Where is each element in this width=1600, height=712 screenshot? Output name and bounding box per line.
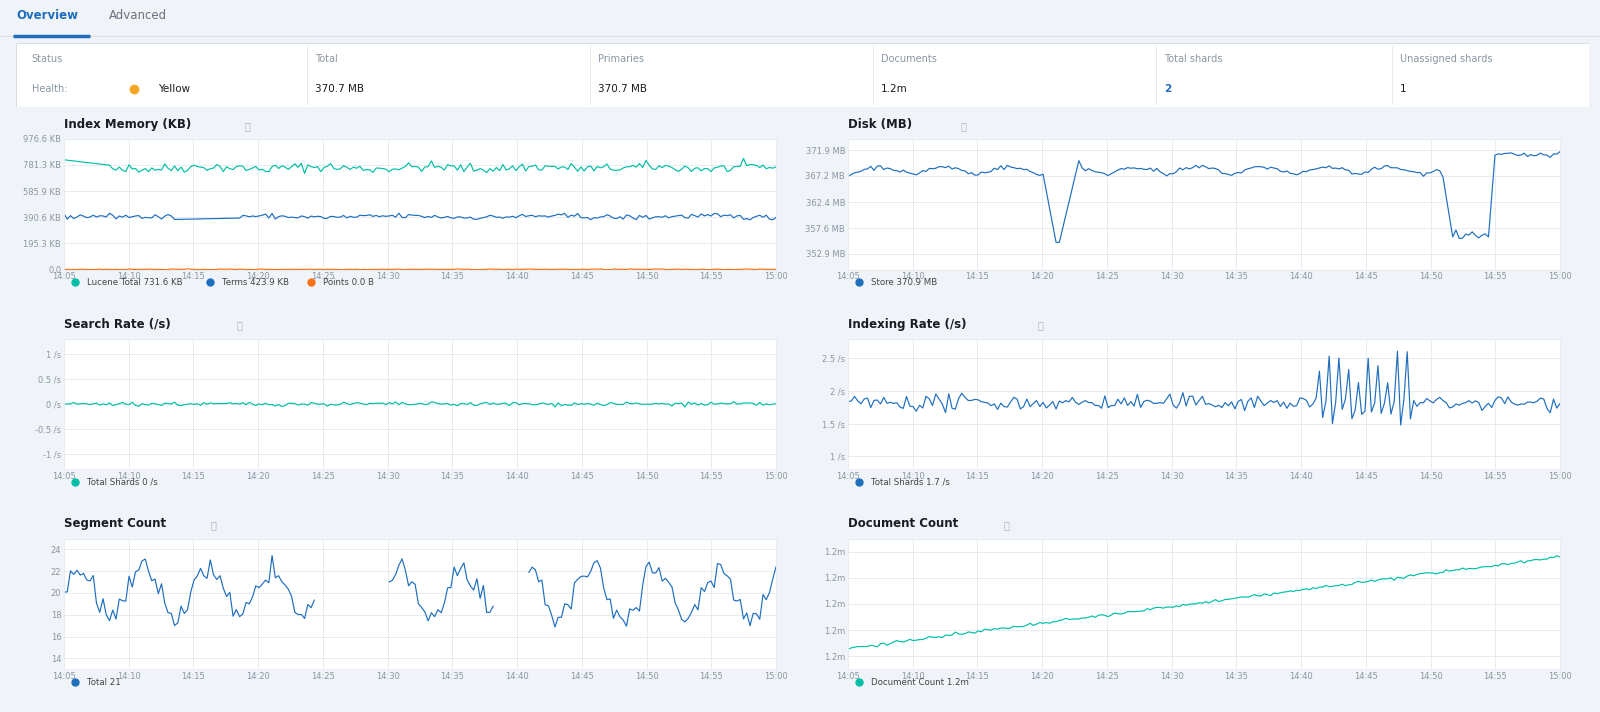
Text: ⓘ: ⓘ <box>1037 320 1043 330</box>
Text: Total: Total <box>315 54 338 64</box>
Text: Lucene Total 731.6 KB: Lucene Total 731.6 KB <box>86 278 182 287</box>
Text: Documents: Documents <box>882 54 938 64</box>
FancyBboxPatch shape <box>16 43 1589 107</box>
Text: Index Memory (KB): Index Memory (KB) <box>64 117 192 131</box>
Text: Overview: Overview <box>16 9 78 22</box>
Text: Total Shards 0 /s: Total Shards 0 /s <box>86 478 157 487</box>
Text: Total Shards 1.7 /s: Total Shards 1.7 /s <box>870 478 950 487</box>
Text: 370.7 MB: 370.7 MB <box>598 84 646 94</box>
Text: Disk (MB): Disk (MB) <box>848 117 912 131</box>
Text: Advanced: Advanced <box>109 9 166 22</box>
Text: ⓘ: ⓘ <box>1003 520 1010 530</box>
Text: Store 370.9 MB: Store 370.9 MB <box>870 278 938 287</box>
Text: 1: 1 <box>1400 84 1406 94</box>
Text: Total shards: Total shards <box>1165 54 1222 64</box>
Text: ⓘ: ⓘ <box>211 520 216 530</box>
Text: ⓘ: ⓘ <box>245 121 251 131</box>
Text: Document Count: Document Count <box>848 518 958 530</box>
Text: Status: Status <box>32 54 62 64</box>
Text: 2: 2 <box>1165 84 1171 94</box>
Text: Document Count 1.2m: Document Count 1.2m <box>870 678 968 686</box>
Text: Terms 423.9 KB: Terms 423.9 KB <box>222 278 290 287</box>
Text: Total 21: Total 21 <box>86 678 120 686</box>
Text: Health:: Health: <box>32 84 70 94</box>
Text: ⓘ: ⓘ <box>237 320 242 330</box>
Text: Segment Count: Segment Count <box>64 518 166 530</box>
Text: Primaries: Primaries <box>598 54 643 64</box>
Text: Search Rate (/s): Search Rate (/s) <box>64 318 171 330</box>
Text: Unassigned shards: Unassigned shards <box>1400 54 1493 64</box>
Text: 1.2m: 1.2m <box>882 84 907 94</box>
Text: Indexing Rate (/s): Indexing Rate (/s) <box>848 318 966 330</box>
Text: Yellow: Yellow <box>157 84 190 94</box>
Text: ⓘ: ⓘ <box>960 121 966 131</box>
Text: Points 0.0 B: Points 0.0 B <box>323 278 374 287</box>
Text: 370.7 MB: 370.7 MB <box>315 84 363 94</box>
